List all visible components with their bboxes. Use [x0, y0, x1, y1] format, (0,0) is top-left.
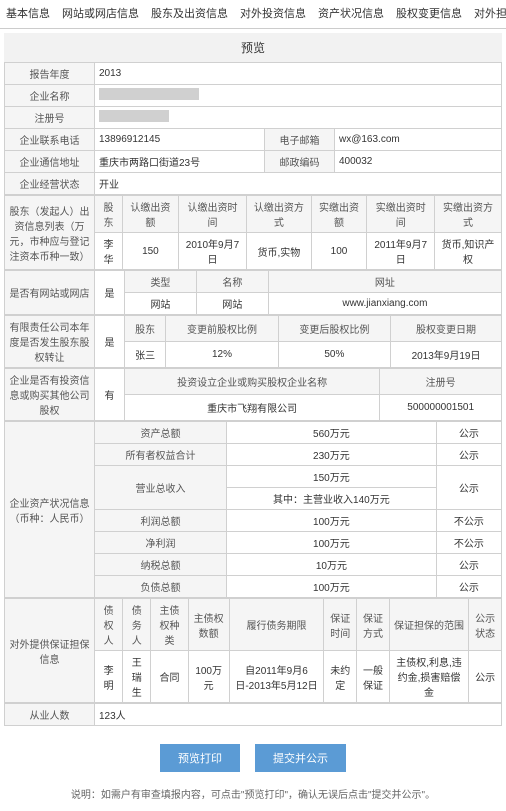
- year-value: 2013: [95, 63, 502, 85]
- guarantee-table: 对外提供保证担保信息 债权人债务人主债权种类主债权数额履行债务期限保证时间保证方…: [4, 598, 502, 703]
- equity-change-table: 有限责任公司本年度是否发生股东股权转让是股东变更前股权比例变更后股权比例股权变更…: [4, 315, 502, 368]
- tab-bar: 基本信息网站或网店信息股东及出资信息对外投资信息资产状况信息股权变更信息对外担保…: [0, 0, 506, 29]
- website-table: 是否有网站或网店是类型名称网址 网站网站www.jianxiang.com: [4, 270, 502, 315]
- status-label: 企业经营状态: [5, 173, 95, 195]
- preview-heading: 预览: [4, 33, 502, 62]
- assets-section: 企业资产状况信息（币种：人民币）: [5, 422, 95, 598]
- outward-investment-table: 企业是否有投资信息或购买其他公司股权有投资设立企业或购买股权企业名称注册号 重庆…: [4, 368, 502, 421]
- footer-note: 说明：如需户有审查填报内容，可点击"预览打印"，确认无误后点击"提交并公示"。: [0, 786, 506, 811]
- name-label: 企业名称: [5, 85, 95, 107]
- button-row: 预览打印 提交并公示: [0, 730, 506, 786]
- post-value: 400032: [335, 151, 502, 173]
- staff-table: 从业人数123人: [4, 703, 502, 726]
- submit-publish-button[interactable]: 提交并公示: [255, 744, 346, 772]
- tab-2[interactable]: 股东及出资信息: [145, 0, 234, 28]
- addr-label: 企业通信地址: [5, 151, 95, 173]
- outinv-section: 企业是否有投资信息或购买其他公司股权: [5, 369, 95, 421]
- tab-3[interactable]: 对外投资信息: [234, 0, 312, 28]
- tab-6[interactable]: 对外担保信息: [468, 0, 506, 28]
- status-value: 开业: [95, 173, 502, 195]
- email-label: 电子邮箱: [265, 129, 335, 151]
- tab-5[interactable]: 股权变更信息: [390, 0, 468, 28]
- tab-4[interactable]: 资产状况信息: [312, 0, 390, 28]
- assets-table: 企业资产状况信息（币种：人民币）资产总额560万元公示所有者权益合计230万元公…: [4, 421, 502, 598]
- tab-0[interactable]: 基本信息: [0, 0, 56, 28]
- staff-label: 从业人数: [5, 704, 95, 726]
- addr-value: 重庆市两路口街道23号: [95, 151, 265, 173]
- shareholder-table: 股东（发起人）出资信息列表（万元，市种应与登记注资本币种一致） 股东认缴出资额认…: [4, 195, 502, 270]
- staff-value: 123人: [95, 704, 502, 726]
- basic-info-table: 报告年度2013 企业名称 注册号 企业联系电话13896912145电子邮箱w…: [4, 62, 502, 195]
- tab-1[interactable]: 网站或网店信息: [56, 0, 145, 28]
- year-label: 报告年度: [5, 63, 95, 85]
- phone-value: 13896912145: [95, 129, 265, 151]
- reg-label: 注册号: [5, 107, 95, 129]
- reg-value: [95, 107, 502, 129]
- preview-print-button[interactable]: 预览打印: [160, 744, 240, 772]
- guarantee-section: 对外提供保证担保信息: [5, 599, 95, 703]
- post-label: 邮政编码: [265, 151, 335, 173]
- name-value: [95, 85, 502, 107]
- site-section: 是否有网站或网店: [5, 271, 95, 315]
- equity-section: 有限责任公司本年度是否发生股东股权转让: [5, 316, 95, 368]
- email-value: wx@163.com: [335, 129, 502, 151]
- invest-section: 股东（发起人）出资信息列表（万元，市种应与登记注资本币种一致）: [5, 196, 95, 270]
- phone-label: 企业联系电话: [5, 129, 95, 151]
